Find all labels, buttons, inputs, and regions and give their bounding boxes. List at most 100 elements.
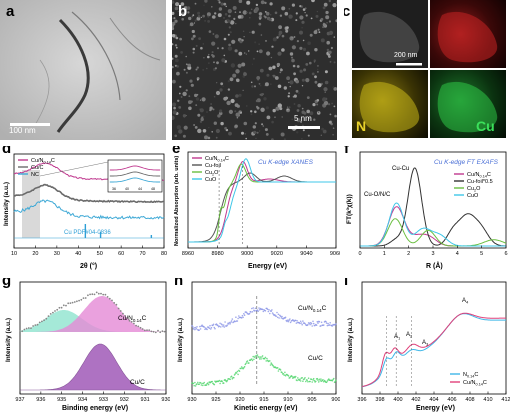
x-tick-label-h: 915 — [259, 397, 268, 403]
exafs-series-3 — [360, 202, 506, 247]
haadf-speck — [192, 47, 196, 51]
haadf-speck — [230, 63, 236, 68]
y-axis-label-i: Intensity (a.u.) — [347, 318, 354, 362]
haadf-speck — [219, 109, 223, 113]
xps-data-point-g — [157, 329, 159, 332]
xps-data-point-g — [97, 292, 100, 295]
xps-data-point-g — [84, 297, 87, 299]
legend-label-d: Cu/C — [31, 165, 44, 171]
auger-point-cuc-h — [333, 377, 335, 380]
auger-point-cun-h — [195, 328, 198, 330]
haadf-speck — [336, 1, 337, 3]
auger-point-cun-h — [271, 312, 274, 314]
haadf-speck — [223, 17, 225, 19]
annotation-i: A4 — [462, 298, 469, 305]
xps-data-point-g — [130, 320, 133, 323]
haadf-speck — [314, 75, 317, 79]
haadf-speck — [234, 49, 238, 53]
y-axis-label-e: Normalized Absorption (arb. units) — [174, 156, 180, 246]
x-axis-label-f: R (Å) — [426, 261, 443, 270]
haadf-speck — [301, 20, 305, 24]
x-tick-label-i: 412 — [501, 397, 510, 403]
auger-point-cuc-h — [312, 379, 314, 381]
haadf-speck — [270, 56, 273, 59]
auger-point-cun-h — [280, 317, 283, 319]
haadf-speck — [194, 2, 197, 5]
xps-data-point-g — [80, 298, 83, 301]
auger-point-cun-h — [235, 316, 237, 318]
auger-point-cuc-h — [335, 379, 337, 382]
haadf-speck — [258, 43, 260, 45]
haadf-speck — [238, 0, 243, 3]
haadf-speck — [272, 108, 276, 113]
auger-point-cun-h — [251, 311, 254, 313]
xps-data-point-g — [124, 315, 126, 317]
haadf-speck — [286, 76, 290, 81]
panel-h: 930 925 920 915 910 905 900 Cu/N0.14C Cu/C Kin… — [172, 278, 340, 414]
auger-point-cuc-h — [310, 378, 313, 381]
haadf-speck — [291, 45, 296, 50]
haadf-speck — [176, 71, 180, 76]
xps-data-point-g — [152, 330, 155, 333]
haadf-speck — [278, 25, 282, 30]
auger-point-cun-h — [300, 322, 303, 324]
auger-point-cun-h — [243, 314, 246, 316]
xps-data-point-g — [141, 328, 144, 330]
haadf-speck — [308, 117, 310, 119]
haadf-speck — [285, 29, 289, 33]
x-axis-label-h: Kinetic energy (eV) — [234, 405, 297, 412]
haadf-speck — [223, 2, 227, 6]
haadf-speck — [279, 71, 282, 74]
auger-point-cuc-h — [259, 356, 262, 358]
haadf-speck — [271, 120, 274, 124]
auger-point-cuc-h — [317, 381, 320, 383]
haadf-speck — [299, 69, 303, 73]
haadf-speck — [281, 116, 283, 118]
y-axis-label-f: FT(k³χ(k)) — [346, 194, 353, 224]
panel-i: 396 398 400 402 404 406 408 410 412 A1 A2 A3 A4 N0.… — [342, 278, 510, 414]
haadf-speck — [235, 112, 240, 117]
label-g-cun: Cu/N0.14C — [118, 315, 147, 323]
haadf-speck — [243, 52, 246, 54]
xps-data-point-g — [163, 330, 166, 333]
scale-bar-c — [396, 63, 422, 66]
haadf-speck — [194, 93, 198, 98]
auger-point-cuc-h — [251, 358, 253, 360]
haadf-speck — [286, 26, 289, 29]
xps-data-point-g — [93, 293, 96, 296]
xps-data-point-g — [95, 291, 98, 294]
haadf-speck — [194, 19, 197, 22]
haadf-speck — [291, 58, 295, 63]
haadf-speck — [272, 65, 276, 69]
haadf-speck — [321, 127, 324, 131]
auger-point-cun-h — [289, 321, 292, 324]
auger-point-cun-h — [325, 322, 328, 324]
haadf-speck — [275, 106, 280, 111]
haadf-speck — [329, 61, 332, 63]
haadf-speck — [208, 127, 210, 129]
haadf-image-b — [172, 0, 337, 140]
auger-point-cun-h — [212, 324, 214, 327]
haadf-speck — [256, 50, 259, 53]
auger-point-cun-h — [204, 328, 206, 331]
haadf-speck — [177, 99, 180, 103]
haadf-speck — [188, 100, 192, 105]
haadf-speck — [305, 14, 308, 17]
haadf-speck — [182, 114, 186, 118]
haadf-speck — [320, 17, 324, 21]
auger-point-cuc-h — [211, 380, 213, 383]
auger-point-cuc-h — [251, 359, 254, 362]
auger-point-cuc-h — [284, 371, 286, 374]
auger-point-cun-h — [250, 311, 252, 313]
haadf-speck — [310, 17, 313, 20]
haadf-speck — [322, 129, 327, 134]
haadf-speck — [181, 17, 184, 21]
auger-point-cun-h — [254, 307, 257, 310]
auger-point-cun-h — [224, 321, 226, 323]
auger-point-cuc-h — [207, 382, 209, 384]
haadf-speck — [215, 90, 221, 96]
auger-point-cun-h — [289, 318, 291, 320]
x-tick-label-d: 70 — [140, 251, 146, 257]
xps-data-point-g — [23, 328, 26, 331]
haadf-speck — [315, 14, 319, 18]
